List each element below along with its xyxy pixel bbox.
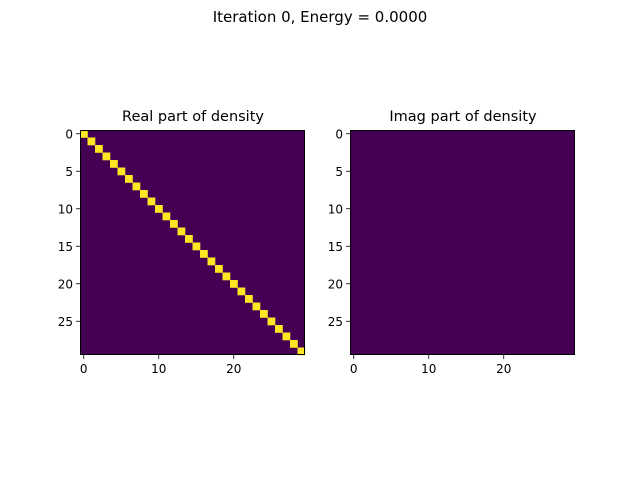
imag-density-heatmap bbox=[350, 130, 575, 355]
real-density-cell bbox=[162, 212, 171, 221]
imag-density-background bbox=[350, 130, 575, 355]
imag-density-xtick-label: 20 bbox=[496, 362, 511, 376]
imag-density-ytick-label: 25 bbox=[328, 315, 343, 329]
imag-density-ytick-label: 5 bbox=[335, 165, 343, 179]
real-density-cell bbox=[275, 325, 283, 333]
imag-density-title: Imag part of density bbox=[389, 109, 537, 125]
real-density-cell bbox=[290, 340, 298, 348]
imag-density-ytick-label: 15 bbox=[328, 240, 343, 254]
real-density-cell bbox=[237, 287, 246, 296]
real-density-xtick-label: 20 bbox=[226, 362, 241, 376]
real-density-cell bbox=[102, 152, 111, 161]
real-density-cell bbox=[215, 265, 223, 273]
real-density-cell bbox=[297, 347, 306, 356]
imag-density-xtick-label: 0 bbox=[350, 362, 358, 376]
real-density-cell bbox=[207, 257, 216, 266]
imag-density-ticks: 0 10 20 0 5 10 15 20 25 bbox=[328, 127, 512, 376]
real-density-cell bbox=[132, 182, 141, 191]
real-density-cell bbox=[230, 280, 238, 288]
real-density-heatmap bbox=[80, 130, 306, 356]
real-density-title: Real part of density bbox=[122, 109, 264, 125]
real-density-cell bbox=[147, 197, 156, 206]
real-density-xtick-label: 10 bbox=[151, 362, 166, 376]
real-density-cell bbox=[155, 205, 163, 213]
imag-density-xtick-label: 10 bbox=[421, 362, 436, 376]
real-density-cell bbox=[110, 160, 118, 168]
real-density-cell bbox=[140, 190, 148, 198]
imag-density-ytick-label: 20 bbox=[328, 277, 343, 291]
real-density-cell bbox=[95, 145, 103, 153]
real-density-ytick-label: 25 bbox=[58, 315, 73, 329]
real-density-ytick-label: 5 bbox=[65, 165, 73, 179]
real-density-cell bbox=[245, 295, 253, 303]
real-density-cell bbox=[170, 220, 178, 228]
real-density-cell bbox=[252, 302, 261, 311]
real-density-frame bbox=[80, 130, 305, 355]
real-density-cell bbox=[117, 167, 126, 176]
real-density-cell bbox=[200, 250, 208, 258]
real-density-cell bbox=[282, 332, 291, 341]
real-density-cell bbox=[260, 310, 268, 318]
real-density-cell bbox=[267, 317, 276, 326]
real-density-xtick-label: 0 bbox=[80, 362, 88, 376]
real-density-cell bbox=[80, 130, 88, 138]
real-density-cell bbox=[177, 227, 186, 236]
real-density-ytick-label: 15 bbox=[58, 240, 73, 254]
real-density-cell bbox=[192, 242, 201, 251]
real-density-cell bbox=[87, 137, 96, 146]
real-density-ytick-label: 20 bbox=[58, 277, 73, 291]
figure-suptitle: Iteration 0, Energy = 0.0000 bbox=[213, 8, 428, 26]
imag-density-panel: Imag part of density 0 10 20 0 5 10 15 20 25 bbox=[328, 109, 575, 376]
real-density-cell bbox=[125, 175, 133, 183]
real-density-cell bbox=[185, 235, 193, 243]
imag-density-ytick-label: 10 bbox=[328, 202, 343, 216]
imag-density-ytick-label: 0 bbox=[335, 127, 343, 141]
real-density-panel: Real part of density 0 10 20 0 5 10 15 20 25 bbox=[58, 109, 306, 376]
real-density-ticks: 0 10 20 0 5 10 15 20 25 bbox=[58, 127, 242, 376]
real-density-cell bbox=[222, 272, 231, 281]
imag-density-frame bbox=[350, 130, 575, 355]
real-density-ytick-label: 10 bbox=[58, 202, 73, 216]
real-density-ytick-label: 0 bbox=[65, 127, 73, 141]
